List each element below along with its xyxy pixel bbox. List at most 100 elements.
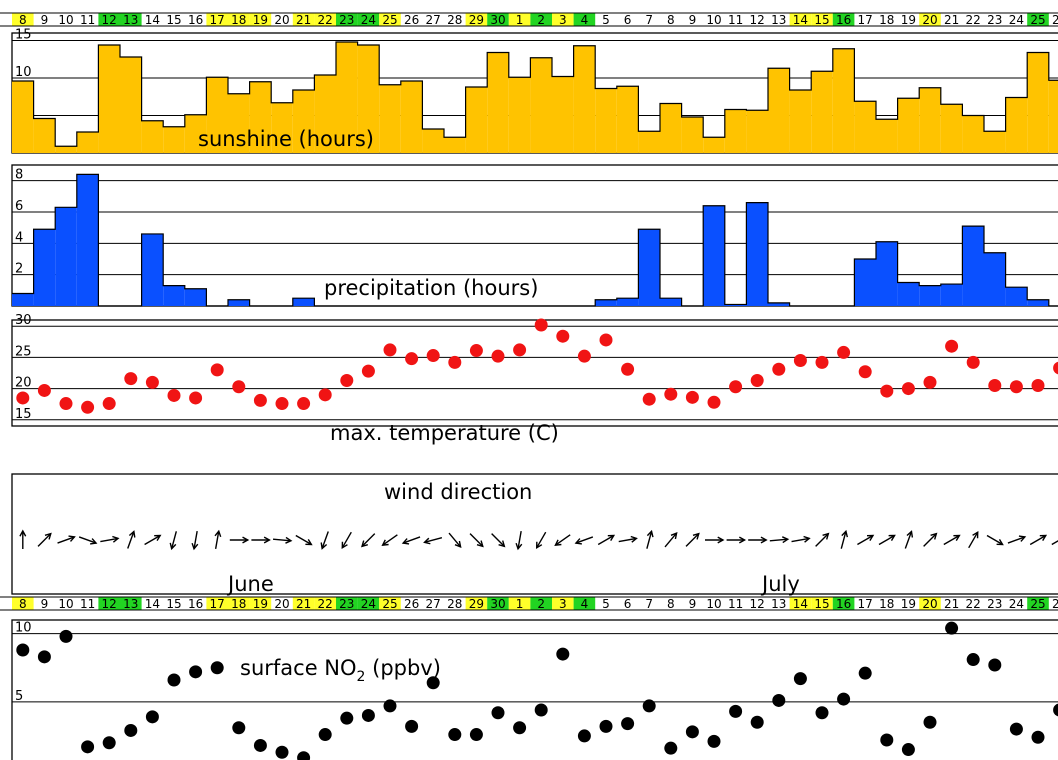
date-label: 14 [145, 13, 160, 27]
no2-point [124, 723, 138, 737]
date-cell-highlight [1027, 597, 1049, 610]
wind-arrow [469, 533, 484, 548]
temperature-point [145, 375, 159, 389]
date-label: 14 [793, 597, 808, 611]
no2-point [1031, 730, 1045, 744]
temperature-point [729, 380, 743, 394]
temperature-point [1031, 378, 1045, 392]
precipitation-bar [76, 174, 99, 306]
wind-arrow-shaft [402, 536, 421, 544]
temperature-point [815, 355, 829, 369]
sunshine-bars [12, 41, 1058, 153]
sunshine-bar [811, 71, 833, 153]
wind-arrow [272, 536, 293, 544]
date-cell-highlight [357, 13, 380, 26]
sunshine-label: sunshine (hours) [198, 127, 374, 151]
date-cell-highlight [508, 13, 531, 26]
date-label: 11 [728, 13, 743, 27]
date-cell-highlight [228, 597, 250, 610]
date-label: 24 [361, 13, 376, 27]
date-label: 14 [145, 597, 160, 611]
date-label: 6 [624, 13, 632, 27]
sunshine-bar [681, 117, 704, 153]
sunshine-bar [962, 115, 984, 153]
wind-arrow-head [692, 532, 700, 540]
date-cell-highlight [552, 597, 574, 610]
date-label: 28 [447, 597, 462, 611]
sunshine-bar [141, 120, 164, 153]
wind-arrow-head [191, 542, 199, 551]
wind-arrow-shaft [127, 531, 135, 549]
date-label: 15 [166, 597, 181, 611]
wind-arrow [878, 534, 896, 546]
sunshine-bar [530, 57, 552, 153]
wind-arrow [574, 536, 594, 545]
date-label: 16 [836, 13, 851, 27]
wind-arrow-head [320, 542, 328, 550]
wind-arrow [295, 534, 313, 546]
no2-point [318, 728, 332, 742]
wind-arrow [968, 530, 979, 549]
sunshine-bar [76, 132, 99, 153]
precipitation-tick-label: 8 [15, 168, 23, 183]
wind-arrow [904, 530, 914, 549]
sunshine-bar [379, 84, 401, 153]
date-label: 18 [879, 13, 894, 27]
wind-arrow-shaft [1007, 536, 1026, 544]
precipitation-bar [616, 298, 639, 306]
temperature-point [837, 345, 851, 359]
date-label: 17 [858, 13, 873, 27]
date-cell-highlight [379, 13, 401, 26]
wind-arrow-head [574, 538, 582, 545]
date-label: 20 [274, 597, 289, 611]
no2-point [253, 738, 267, 752]
date-label: 24 [1009, 13, 1024, 27]
date-label: 23 [987, 597, 1002, 611]
date-label: 1 [516, 597, 524, 611]
wind-arrow-shaft [193, 531, 198, 549]
date-cell-highlight [487, 597, 509, 610]
precipitation-bar [12, 293, 34, 306]
sunshine-bar [12, 81, 34, 153]
wind-arrow [748, 536, 768, 544]
date-label: 11 [728, 597, 743, 611]
date-cell-highlight [832, 13, 855, 26]
sunshine-bar [33, 118, 56, 153]
date-label: 16 [188, 597, 203, 611]
wind-arrow-shaft [968, 531, 979, 549]
date-label: 10 [58, 13, 73, 27]
wind-arrow [791, 535, 811, 543]
wind-arrow-head [607, 534, 616, 541]
date-cell-highlight [465, 13, 488, 26]
wind-arrow-shaft [618, 537, 637, 543]
temperature-point [599, 333, 613, 347]
wind-arrow [251, 536, 271, 544]
no2-point [642, 699, 656, 713]
date-label: 22 [318, 13, 333, 27]
temperature-point [491, 349, 505, 363]
precipitation-bar [962, 226, 984, 306]
wind-arrow [127, 530, 136, 549]
date-label: 16 [188, 13, 203, 27]
wind-arrow-head [717, 536, 725, 544]
temperature-point [1053, 361, 1058, 375]
date-label: 22 [966, 13, 981, 27]
precipitation-bar [854, 259, 876, 306]
wind-arrow-head [128, 530, 136, 538]
no2-point [901, 743, 915, 757]
wind-arrow-shaft [840, 531, 847, 549]
date-cell-highlight [120, 597, 142, 610]
no2-dots [16, 621, 1058, 760]
date-cell-highlight [206, 13, 228, 26]
wind-arrow [1051, 540, 1058, 546]
date-label: 12 [102, 597, 117, 611]
precipitation-tick-label: 6 [15, 199, 23, 214]
wind-arrow-shaft [664, 532, 678, 548]
precipitation-bar [595, 299, 617, 306]
wind-arrow [78, 536, 98, 545]
date-label: 13 [123, 13, 138, 27]
wind-arrow-head [19, 529, 27, 537]
date-label: 10 [706, 13, 721, 27]
sunshine-bar [616, 86, 639, 153]
wind-arrow-head [822, 532, 830, 540]
